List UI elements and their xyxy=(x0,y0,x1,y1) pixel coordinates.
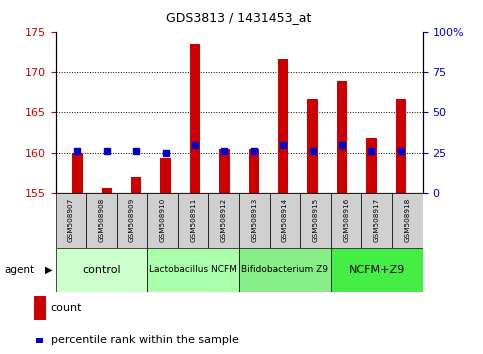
Text: GSM508915: GSM508915 xyxy=(313,198,319,242)
Bar xyxy=(331,193,361,248)
Bar xyxy=(117,193,147,248)
Bar xyxy=(86,193,117,248)
Text: GSM508916: GSM508916 xyxy=(343,198,349,242)
Text: GSM508913: GSM508913 xyxy=(251,198,257,242)
Bar xyxy=(209,193,239,248)
Text: GSM508908: GSM508908 xyxy=(99,198,104,242)
Text: GSM508907: GSM508907 xyxy=(68,198,74,242)
Bar xyxy=(72,153,83,193)
Bar xyxy=(56,248,147,292)
Text: GSM508917: GSM508917 xyxy=(374,198,380,242)
Bar xyxy=(178,193,209,248)
Bar xyxy=(366,138,377,193)
Text: GSM508910: GSM508910 xyxy=(159,198,166,242)
Text: GSM508914: GSM508914 xyxy=(282,198,288,242)
Bar xyxy=(361,193,392,248)
Bar xyxy=(56,193,86,248)
Bar xyxy=(239,193,270,248)
Text: control: control xyxy=(82,265,121,275)
Bar xyxy=(249,149,259,193)
Bar xyxy=(147,193,178,248)
Text: count: count xyxy=(51,303,82,313)
Bar xyxy=(219,149,229,193)
Text: ▶: ▶ xyxy=(44,265,52,275)
Bar xyxy=(278,59,288,193)
Text: NCFM+Z9: NCFM+Z9 xyxy=(349,265,405,275)
Bar xyxy=(337,81,347,193)
Text: Lactobacillus NCFM: Lactobacillus NCFM xyxy=(149,266,237,274)
Text: agent: agent xyxy=(5,265,35,275)
Bar xyxy=(308,99,318,193)
Bar xyxy=(392,193,423,248)
Text: percentile rank within the sample: percentile rank within the sample xyxy=(51,335,239,345)
Bar xyxy=(239,248,331,292)
Bar xyxy=(101,188,112,193)
Text: GSM508909: GSM508909 xyxy=(129,198,135,242)
Text: GSM508911: GSM508911 xyxy=(190,198,196,242)
Bar xyxy=(270,193,300,248)
Text: GDS3813 / 1431453_at: GDS3813 / 1431453_at xyxy=(167,11,312,24)
Text: GSM508918: GSM508918 xyxy=(404,198,411,242)
Bar xyxy=(331,248,423,292)
Text: Bifidobacterium Z9: Bifidobacterium Z9 xyxy=(242,266,328,274)
Bar xyxy=(300,193,331,248)
Bar xyxy=(147,248,239,292)
Bar xyxy=(190,44,200,193)
Text: GSM508912: GSM508912 xyxy=(221,198,227,242)
Bar xyxy=(131,177,142,193)
Bar xyxy=(160,158,170,193)
Bar xyxy=(396,99,406,193)
